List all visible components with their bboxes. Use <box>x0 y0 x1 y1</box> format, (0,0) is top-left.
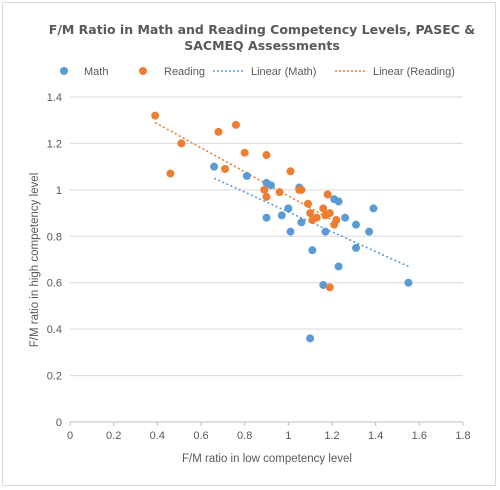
legend-marker-reading <box>139 67 147 75</box>
data-point-math <box>262 213 271 222</box>
data-point-math <box>286 227 295 236</box>
data-point-math <box>210 162 219 171</box>
data-point-math <box>365 227 374 236</box>
data-point-reading <box>325 283 334 292</box>
data-point-reading <box>297 185 306 194</box>
y-axis-title: F/M ratio in high competency level <box>29 173 41 348</box>
axes: 0 0.2 0.4 0.6 0.8 1 1.2 1.4 0 0.2 0.4 0.6 0.8 1 1.2 1.4… <box>47 92 471 442</box>
data-point-math <box>284 204 293 213</box>
data-point-reading <box>231 120 240 129</box>
y-tick-label: 0.8 <box>47 231 62 243</box>
data-point-math <box>242 171 251 180</box>
data-point-reading <box>275 188 284 197</box>
data-point-reading <box>312 213 321 222</box>
x-tick-label: 1.2 <box>324 430 339 442</box>
gridlines <box>70 96 463 377</box>
data-point-math <box>334 197 343 206</box>
data-point-reading <box>303 199 312 208</box>
data-point-reading <box>332 216 341 225</box>
data-point-math <box>352 243 361 252</box>
x-tick-label: 0.8 <box>237 430 252 442</box>
data-point-reading <box>306 209 315 218</box>
data-point-math <box>334 262 343 271</box>
chart-title-line-1: F/M Ratio in Math and Reading Competency… <box>49 22 476 37</box>
data-point-reading <box>260 185 269 194</box>
data-point-math <box>369 204 378 213</box>
data-point-reading <box>262 192 271 201</box>
data-point-reading <box>262 151 271 160</box>
legend-label-reading: Reading <box>164 66 205 78</box>
x-tick-label: 0.6 <box>193 430 208 442</box>
data-point-reading <box>319 204 328 213</box>
y-tick-label: 0.2 <box>47 371 62 383</box>
legend-marker-math <box>60 67 68 75</box>
data-point-math <box>297 218 306 227</box>
data-point-reading <box>325 209 334 218</box>
y-tick-label: 1.4 <box>47 92 62 104</box>
data-point-math <box>321 227 330 236</box>
legend: Math Reading Linear (Math) Linear (Readi… <box>60 66 455 78</box>
data-point-math <box>404 278 413 287</box>
chart-frame <box>2 2 496 486</box>
y-tick-label: 1 <box>56 185 62 197</box>
data-point-math <box>319 281 328 290</box>
data-point-math <box>306 334 315 343</box>
data-point-reading <box>151 111 160 120</box>
data-point-reading <box>221 164 230 173</box>
y-tick-label: 1.2 <box>47 138 62 150</box>
data-point-math <box>352 220 361 229</box>
data-point-reading <box>240 148 249 157</box>
x-tick-label: 0 <box>67 430 73 442</box>
x-tick-label: 1.6 <box>412 430 427 442</box>
data-point-reading <box>214 127 223 136</box>
x-tick-label: 1 <box>285 430 291 442</box>
data-points <box>151 111 413 343</box>
data-point-reading <box>166 169 175 178</box>
x-tick-label: 1.4 <box>368 430 383 442</box>
data-point-reading <box>323 190 332 199</box>
legend-label-linear-math: Linear (Math) <box>251 66 316 78</box>
y-tick-label: 0 <box>56 417 62 429</box>
x-tick-label: 1.8 <box>455 430 470 442</box>
legend-label-linear-reading: Linear (Reading) <box>373 66 455 78</box>
data-point-math <box>308 246 317 255</box>
data-point-reading <box>286 167 295 176</box>
x-tick-label: 0.2 <box>106 430 121 442</box>
data-point-reading <box>177 139 186 148</box>
data-point-math <box>266 181 275 190</box>
y-tick-label: 0.6 <box>47 278 62 290</box>
chart-title-line-2: SACMEQ Assessments <box>184 38 340 53</box>
y-tick-label: 0.4 <box>47 324 62 336</box>
x-axis-title: F/M ratio in low competency level <box>182 453 352 465</box>
x-tick-label: 0.4 <box>150 430 165 442</box>
data-point-math <box>277 211 286 220</box>
legend-label-math: Math <box>84 66 108 78</box>
data-point-math <box>341 213 350 222</box>
